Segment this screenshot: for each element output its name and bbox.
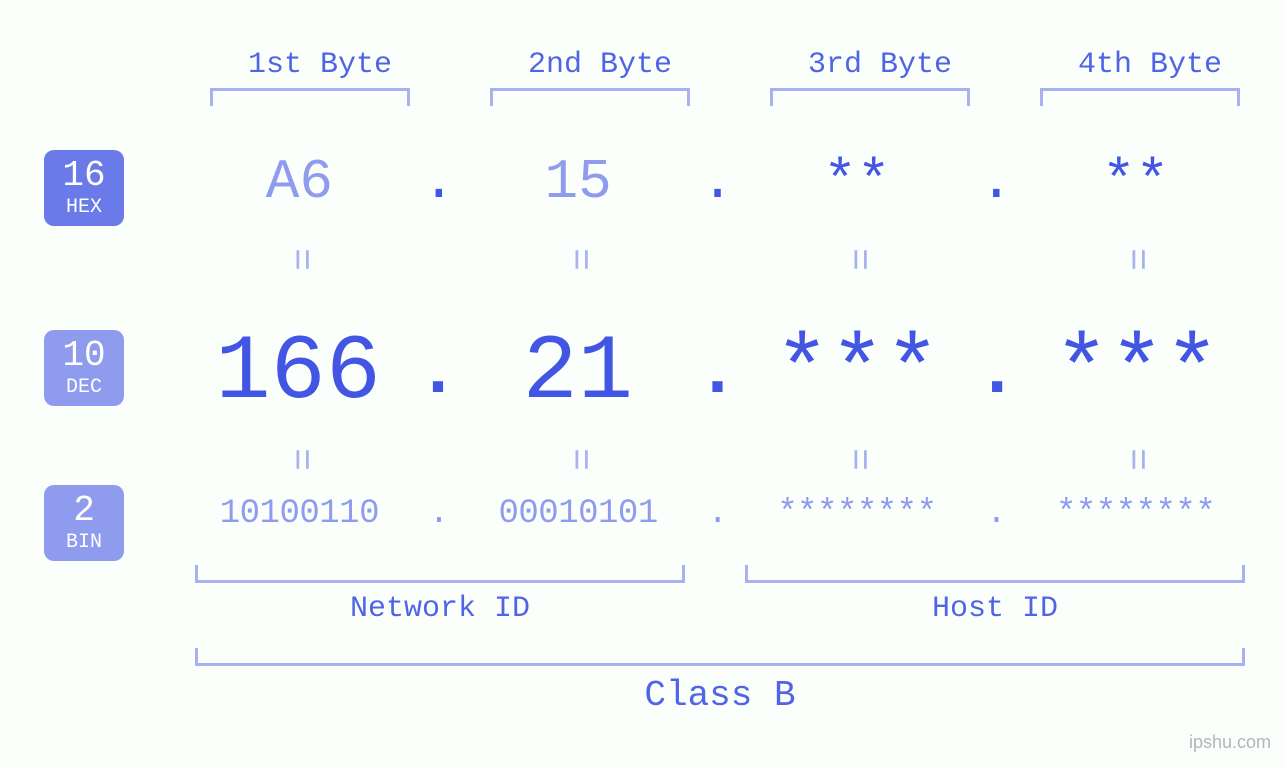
watermark: ipshu.com xyxy=(1189,732,1271,753)
bin-byte-2: 00010101 xyxy=(459,495,698,533)
top-bracket-1 xyxy=(210,88,410,106)
dec-row: 166 . 21 . *** . *** xyxy=(180,320,1255,425)
badge-dec-num: 10 xyxy=(44,338,124,374)
dot: . xyxy=(416,332,459,414)
equals-icon: = xyxy=(835,340,878,579)
top-bracket-3 xyxy=(770,88,970,106)
top-bracket-4 xyxy=(1040,88,1240,106)
dot: . xyxy=(698,495,738,533)
badge-hex-label: HEX xyxy=(44,196,124,220)
badge-hex: 16 HEX xyxy=(44,150,124,226)
dot: . xyxy=(419,495,459,533)
byte-header-2: 2nd Byte xyxy=(490,48,710,82)
badge-dec-label: DEC xyxy=(44,376,124,400)
equals-lower: = = = = xyxy=(180,438,1255,481)
byte-header-3: 3rd Byte xyxy=(770,48,990,82)
dot: . xyxy=(696,332,739,414)
host-id-label: Host ID xyxy=(745,592,1245,626)
bin-byte-1: 10100110 xyxy=(180,495,419,533)
bin-byte-4: ******** xyxy=(1016,495,1255,533)
dot: . xyxy=(419,150,459,214)
equals-icon: = xyxy=(278,340,321,579)
network-id-label: Network ID xyxy=(195,592,685,626)
dot: . xyxy=(975,332,1018,414)
badge-dec: 10 DEC xyxy=(44,330,124,406)
top-bracket-2 xyxy=(490,88,690,106)
bin-row: 10100110 . 00010101 . ******** . *******… xyxy=(180,495,1255,533)
badge-hex-num: 16 xyxy=(44,158,124,194)
class-label: Class B xyxy=(195,675,1245,716)
dot: . xyxy=(976,150,1016,214)
badge-bin-label: BIN xyxy=(44,531,124,555)
equals-upper: = = = = xyxy=(180,238,1255,281)
class-bracket xyxy=(195,648,1245,666)
hex-row: A6 . 15 . ** . ** xyxy=(180,150,1255,214)
dot: . xyxy=(698,150,738,214)
byte-header-1: 1st Byte xyxy=(210,48,430,82)
ip-byte-diagram: 1st Byte 2nd Byte 3rd Byte 4th Byte 16 H… xyxy=(0,0,1285,767)
byte-header-4: 4th Byte xyxy=(1040,48,1260,82)
dot: . xyxy=(976,495,1016,533)
badge-bin: 2 BIN xyxy=(44,485,124,561)
equals-icon: = xyxy=(1114,340,1157,579)
bin-byte-3: ******** xyxy=(738,495,977,533)
host-id-bracket xyxy=(745,565,1245,583)
badge-bin-num: 2 xyxy=(44,493,124,529)
network-id-bracket xyxy=(195,565,685,583)
equals-icon: = xyxy=(557,340,600,579)
